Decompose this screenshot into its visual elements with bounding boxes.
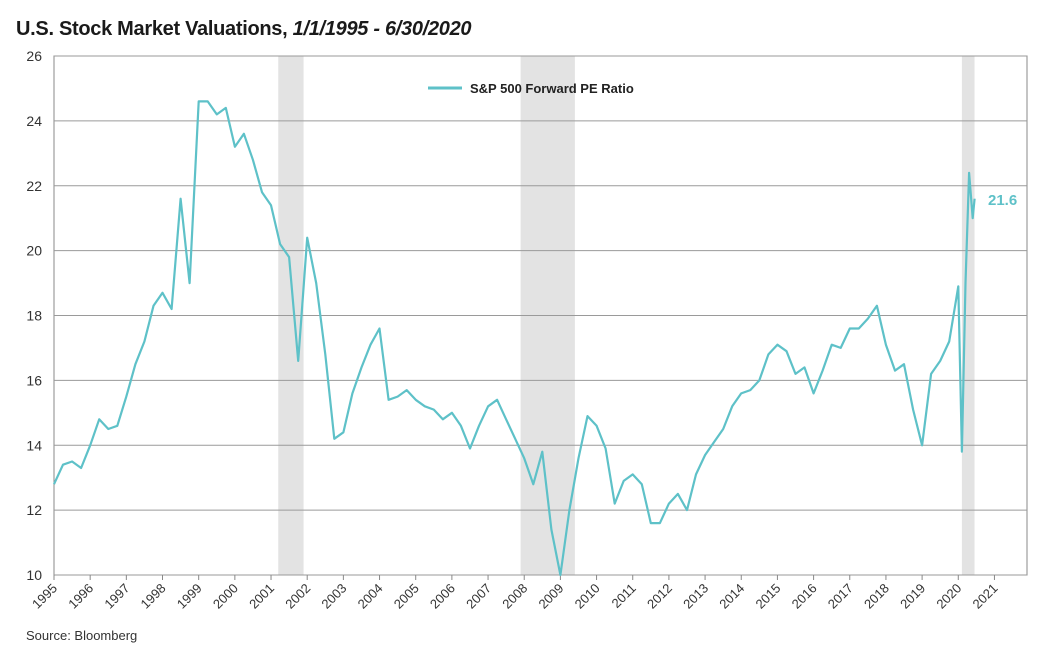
series-line-1 xyxy=(53,100,976,577)
y-tick-label: 10 xyxy=(26,567,42,583)
x-tick-label: 2021 xyxy=(970,581,1001,612)
chart-title-main: U.S. Stock Market Valuations, xyxy=(16,18,288,40)
x-tick-label: 2009 xyxy=(535,581,566,612)
y-tick-label: 12 xyxy=(26,502,42,518)
y-tick-label: 18 xyxy=(26,308,42,324)
x-tick-label: 2013 xyxy=(680,581,711,612)
x-tick-label: 2018 xyxy=(861,581,892,612)
x-tick-label: 2001 xyxy=(246,581,277,612)
y-tick-label: 20 xyxy=(26,243,42,259)
x-tick-label: 1997 xyxy=(101,581,132,612)
y-axis-ticks: 10 12 14 16 18 20 22 24 26 xyxy=(26,48,42,583)
chart-title-period: 1/1/1995 - 6/30/2020 xyxy=(292,18,472,40)
x-tick-label: 2002 xyxy=(282,581,313,612)
x-tick-label: 1996 xyxy=(65,581,96,612)
y-tick-label: 22 xyxy=(26,178,42,194)
x-tick-label: 2008 xyxy=(499,581,530,612)
x-tick-label: 2000 xyxy=(210,581,241,612)
x-tick-label: 2004 xyxy=(355,581,386,612)
x-tick-label: 2014 xyxy=(716,581,747,612)
x-tick-label: 1999 xyxy=(174,581,205,612)
x-tick-label: 2010 xyxy=(572,581,603,612)
x-tick-label: 2016 xyxy=(789,581,820,612)
x-tick-label: 2012 xyxy=(644,581,675,612)
series-lines xyxy=(53,100,976,577)
x-tick-label: 1995 xyxy=(29,581,60,612)
y-tick-label: 26 xyxy=(26,48,42,64)
x-axis-ticks: 1995 1996 1997 1998 1999 2000 2001 2002 2003 2004… xyxy=(29,575,1001,612)
legend-label: S&P 500 Forward PE Ratio xyxy=(470,81,634,96)
end-value-label: 21.6 xyxy=(988,192,1017,209)
x-tick-label: 2003 xyxy=(318,581,349,612)
x-tick-label: 1998 xyxy=(138,581,169,612)
chart-title: U.S. Stock Market Valuations, 1/1/1995 -… xyxy=(16,18,472,41)
source-note: Source: Bloomberg xyxy=(26,628,138,643)
x-tick-label: 2019 xyxy=(897,581,928,612)
x-tick-label: 2005 xyxy=(391,581,422,612)
y-tick-label: 16 xyxy=(26,372,42,388)
x-tick-label: 2017 xyxy=(825,581,856,612)
x-tick-label: 2020 xyxy=(933,581,964,612)
x-tick-label: 2011 xyxy=(608,581,638,611)
x-tick-label: 2006 xyxy=(427,581,458,612)
gridlines xyxy=(53,55,1028,576)
x-tick-label: 2007 xyxy=(463,581,494,612)
chart-legend: S&P 500 Forward PE Ratio xyxy=(428,81,634,96)
y-tick-label: 14 xyxy=(26,437,42,453)
x-tick-label: 2015 xyxy=(752,581,783,612)
y-tick-label: 24 xyxy=(26,113,42,129)
